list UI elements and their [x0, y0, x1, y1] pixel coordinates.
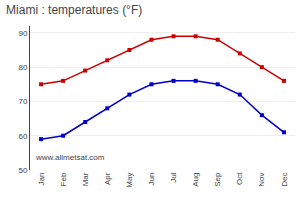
svg-text:Aug: Aug	[191, 173, 200, 187]
svg-text:Feb: Feb	[59, 172, 68, 186]
svg-text:Dec: Dec	[280, 173, 289, 187]
svg-text:www.allmetsat.com: www.allmetsat.com	[35, 153, 105, 162]
svg-text:Miami : temperatures (°F): Miami : temperatures (°F)	[6, 3, 142, 17]
svg-text:Mar: Mar	[81, 172, 90, 186]
svg-text:80: 80	[18, 63, 27, 72]
svg-text:Jan: Jan	[37, 173, 46, 186]
svg-text:60: 60	[18, 132, 27, 141]
svg-text:Nov: Nov	[257, 173, 266, 187]
svg-text:90: 90	[18, 29, 27, 38]
svg-text:Jul: Jul	[169, 172, 178, 182]
svg-text:Jun: Jun	[147, 173, 156, 186]
svg-text:50: 50	[18, 166, 27, 175]
svg-text:May: May	[125, 173, 134, 188]
svg-text:Sep: Sep	[213, 172, 222, 187]
svg-text:Oct: Oct	[235, 172, 244, 185]
svg-text:Apr: Apr	[103, 172, 112, 185]
svg-text:70: 70	[18, 97, 27, 106]
